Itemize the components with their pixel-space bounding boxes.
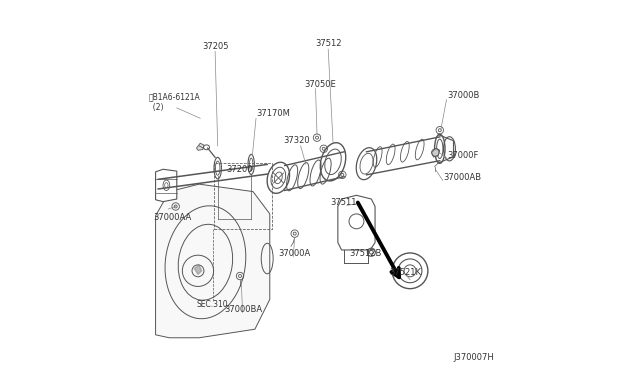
Text: 37000B: 37000B	[447, 92, 479, 100]
Text: ⓇB1A6-6121A
  (2): ⓇB1A6-6121A (2)	[148, 93, 200, 112]
Polygon shape	[156, 169, 177, 202]
Polygon shape	[156, 184, 270, 338]
Text: 37521K: 37521K	[389, 268, 421, 277]
Text: SEC.310: SEC.310	[196, 300, 228, 309]
Text: 37205: 37205	[202, 42, 228, 51]
Text: 37511: 37511	[330, 198, 356, 207]
Polygon shape	[431, 148, 440, 157]
Text: J370007H: J370007H	[453, 353, 494, 362]
Polygon shape	[338, 195, 375, 250]
Text: 37200: 37200	[227, 165, 253, 174]
Bar	[214, 163, 271, 229]
Text: 37512: 37512	[315, 39, 341, 48]
Text: 37000AA: 37000AA	[154, 213, 191, 222]
Text: 37320: 37320	[284, 136, 310, 145]
Text: 37512B: 37512B	[349, 249, 381, 258]
Text: 37000AB: 37000AB	[444, 173, 482, 182]
Text: 37000F: 37000F	[447, 151, 479, 160]
Polygon shape	[196, 143, 204, 150]
Polygon shape	[195, 265, 202, 275]
Text: 37000BA: 37000BA	[225, 305, 263, 314]
Text: 37050E: 37050E	[305, 80, 336, 89]
Text: 37170M: 37170M	[256, 109, 290, 118]
Text: 37000A: 37000A	[278, 249, 310, 258]
